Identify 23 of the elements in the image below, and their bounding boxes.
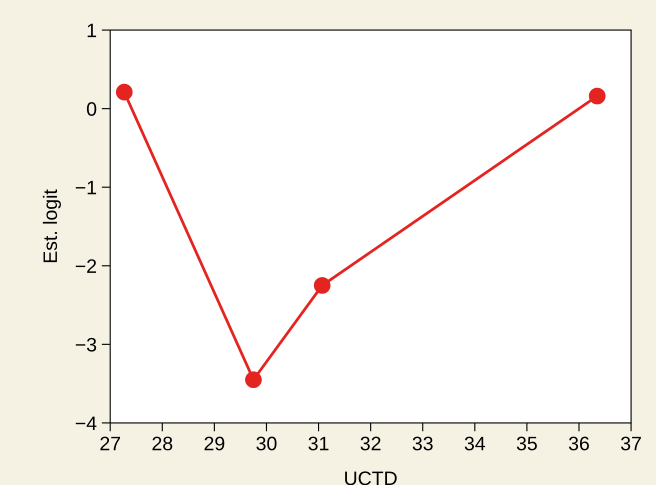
x-tick-label: 37 xyxy=(621,436,641,450)
x-axis-title: UCTD xyxy=(345,471,397,485)
x-tick-label: 30 xyxy=(256,436,277,450)
x-tick-label: 36 xyxy=(568,436,589,450)
point xyxy=(314,277,331,294)
x-tick-label: 33 xyxy=(412,436,433,450)
point xyxy=(245,371,262,388)
x-tick-label: 28 xyxy=(152,436,172,450)
point xyxy=(588,88,606,104)
y-tick-label: −1 xyxy=(76,180,96,194)
x-tick-label: 35 xyxy=(516,436,537,450)
y-tick-label: 0 xyxy=(86,102,96,116)
point xyxy=(116,84,133,100)
y-tick-label: −4 xyxy=(76,416,96,430)
x-tick-label: 32 xyxy=(360,436,380,450)
y-tick-label: −3 xyxy=(76,338,96,352)
x-tick-label: 34 xyxy=(464,436,486,450)
y-tick-label: −2 xyxy=(76,259,96,273)
y-tick-label: 1 xyxy=(88,24,96,38)
x-tick-label: 31 xyxy=(308,436,328,450)
y-axis-title: Est. logit xyxy=(42,189,61,262)
x-tick-label: 27 xyxy=(100,436,120,450)
x-tick-label: 29 xyxy=(204,436,224,450)
